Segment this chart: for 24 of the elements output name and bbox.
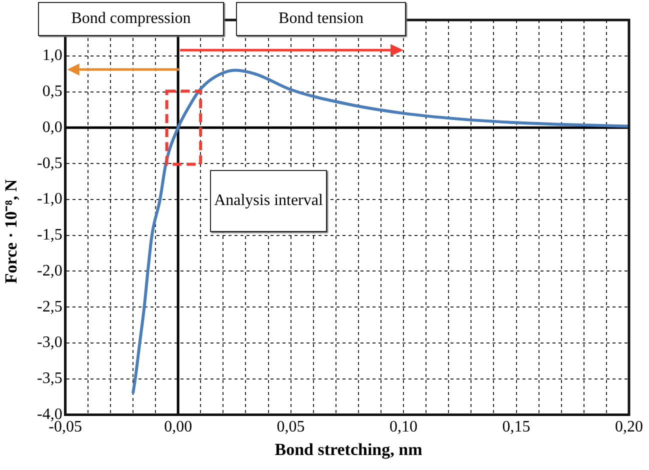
y-tick-label: -3,0 bbox=[37, 334, 62, 352]
x-axis-title: Bond stretching, nm bbox=[274, 440, 424, 460]
y-tick-label: 0,5 bbox=[42, 82, 62, 100]
y-tick-label: -3,5 bbox=[37, 370, 62, 388]
x-tick-label: 0,15 bbox=[502, 418, 530, 436]
callout-box: Bond compression bbox=[38, 2, 224, 36]
callout-box: Bond tension bbox=[236, 2, 406, 36]
x-tick-label: 0,00 bbox=[164, 418, 192, 436]
y-tick-label: -2,5 bbox=[37, 298, 62, 316]
x-tick-label: 0,05 bbox=[276, 418, 305, 436]
x-tick-label: 0,10 bbox=[390, 418, 418, 436]
y-tick-label: -1,5 bbox=[37, 226, 62, 244]
y-tick-label: -0,5 bbox=[37, 154, 62, 172]
line-series bbox=[131, 68, 629, 395]
annotation: Analysis interval bbox=[214, 191, 323, 211]
y-tick-label: -2,0 bbox=[37, 262, 62, 280]
annotation: Bond compression bbox=[71, 9, 191, 29]
callout-box: Analysis interval bbox=[210, 170, 327, 232]
annotation: Bond tension bbox=[278, 9, 364, 29]
y-tick-label: 0,0 bbox=[42, 118, 62, 136]
y-axis-title: Force · 10⁻⁸, N bbox=[0, 178, 22, 286]
x-tick-label: 0,20 bbox=[615, 418, 643, 436]
y-tick-label: -1,0 bbox=[37, 190, 62, 208]
y-tick-label: 1,0 bbox=[42, 47, 62, 64]
